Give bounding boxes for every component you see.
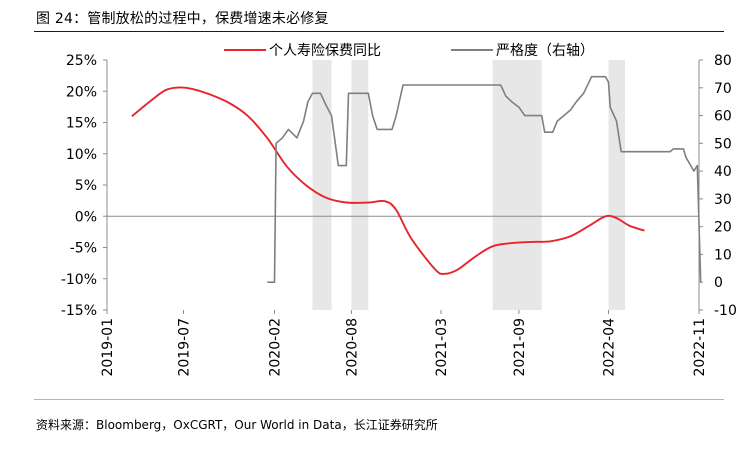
- shaded-period-2: [351, 60, 369, 310]
- shaded-period-4: [608, 60, 625, 310]
- title-rule: [34, 31, 724, 32]
- shaded-period-3: [492, 60, 542, 310]
- x-tick-label: 2021-09: [512, 318, 528, 377]
- premium-growth-line: [131, 86, 645, 275]
- figure-title: 图 24：管制放松的过程中，保费增速未必修复: [36, 11, 329, 27]
- right-tick-label: -10: [714, 303, 737, 319]
- right-tick-label: 30: [714, 192, 732, 208]
- x-tick-label: 2022-04: [602, 318, 618, 377]
- right-tick-label: 20: [714, 220, 732, 236]
- left-tick-label: -15%: [61, 303, 97, 319]
- shaded-period-1: [312, 60, 332, 310]
- x-tick-label: 2021-03: [434, 318, 450, 377]
- right-tick-label: 10: [714, 247, 732, 263]
- legend-label-1: 个人寿险保费同比: [269, 42, 381, 59]
- legend: 个人寿险保费同比 严格度（右轴）: [224, 42, 594, 59]
- x-tick-label: 2019-01: [100, 318, 116, 377]
- right-tick-label: 70: [714, 81, 732, 97]
- left-tick-label: 10%: [66, 147, 97, 163]
- shaded-periods: [312, 60, 625, 310]
- source-note: 资料来源：Bloomberg，OxCGRT，Our World in Data，…: [36, 418, 438, 432]
- x-tick-label: 2020-02: [267, 318, 283, 377]
- left-tick-label: 25%: [66, 53, 97, 69]
- right-tick-label: 60: [714, 109, 732, 125]
- left-tick-label: 15%: [66, 116, 97, 132]
- legend-label-2: 严格度（右轴）: [496, 43, 594, 59]
- source-rule: [34, 399, 724, 400]
- left-tick-label: 20%: [66, 84, 97, 100]
- right-tick-label: 50: [714, 136, 732, 152]
- right-tick-label: 0: [714, 275, 723, 291]
- left-tick-label: 5%: [75, 178, 97, 194]
- x-tick-label: 2022-11: [692, 318, 708, 377]
- right-tick-label: 80: [714, 53, 732, 69]
- x-tick-label: 2020-08: [344, 318, 360, 377]
- left-tick-label: 0%: [75, 209, 97, 225]
- x-tick-label: 2019-07: [177, 318, 193, 377]
- chart-axes: -15% -10% -5% 0% 5% 10% 15% 20% 25% -10 0 10 20 30 40 5…: [61, 53, 737, 377]
- left-tick-label: -5%: [70, 241, 97, 257]
- stringency-line: [267, 75, 702, 283]
- chart-canvas: -15% -10% -5% 0% 5% 10% 15% 20% 25% -10 0 10 20 30 40 5…: [61, 42, 737, 377]
- right-tick-label: 40: [714, 164, 732, 180]
- series-lines: [131, 75, 702, 283]
- left-tick-label: -10%: [61, 272, 97, 288]
